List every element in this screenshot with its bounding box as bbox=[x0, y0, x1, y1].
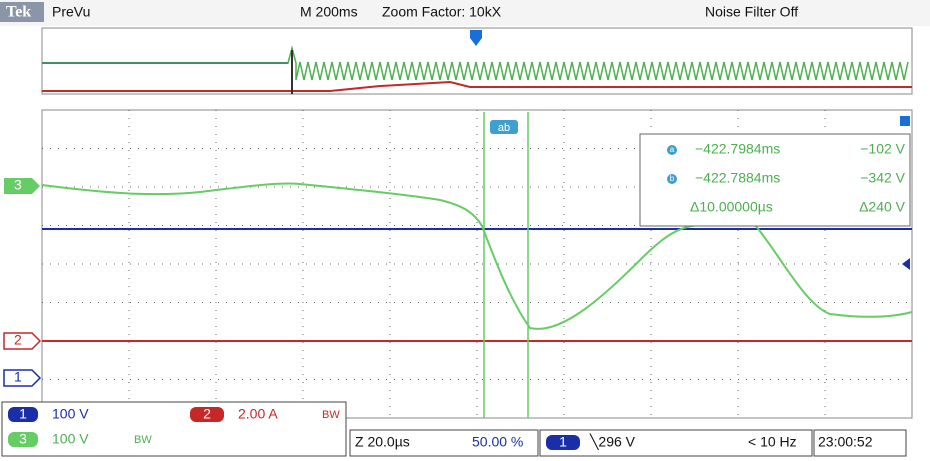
ch2-marker bbox=[4, 333, 40, 349]
ch3-scale: 100 V bbox=[52, 431, 89, 447]
ch2-bw: BW bbox=[322, 409, 340, 421]
brand: Tek bbox=[6, 4, 31, 21]
zoom-factor: Zoom Factor: 10kX bbox=[382, 4, 502, 20]
cursor-b-id: b bbox=[670, 174, 675, 183]
zoom-position: 50.00 % bbox=[472, 434, 523, 450]
cursor-a-volts: −102 V bbox=[860, 141, 905, 157]
cursor-a-id: a bbox=[670, 145, 675, 154]
zoom-scale: Z 20.0µs bbox=[355, 434, 410, 450]
clock: 23:00:52 bbox=[818, 434, 873, 450]
ch1-marker bbox=[4, 370, 40, 386]
ch2-id: 2 bbox=[203, 406, 211, 422]
timebase: M 200ms bbox=[300, 4, 358, 20]
scope-screen: Tek PreVu M 200ms Zoom Factor: 10kX Nois… bbox=[0, 0, 930, 461]
ch2-scale: 2.00 A bbox=[238, 406, 278, 422]
cursor-a-time: −422.7984ms bbox=[695, 141, 780, 157]
cursor-label: ab bbox=[498, 122, 510, 134]
mode: PreVu bbox=[52, 4, 90, 20]
scroll-marker bbox=[900, 116, 910, 126]
ch1-id: 1 bbox=[19, 406, 27, 422]
trigger-frequency: < 10 Hz bbox=[748, 434, 797, 450]
ch3-marker-label: 3 bbox=[14, 177, 22, 193]
cursor-b-time: −422.7884ms bbox=[695, 170, 780, 186]
cursor-b-volts: −342 V bbox=[860, 170, 905, 186]
ch3-id: 3 bbox=[19, 431, 27, 447]
delta-time: Δ10.00000µs bbox=[690, 199, 773, 215]
trigger-level: ╲296 V bbox=[589, 434, 636, 451]
ch1-marker-label: 1 bbox=[14, 369, 22, 385]
trigger-source: 1 bbox=[559, 434, 567, 450]
ch2-marker-label: 2 bbox=[14, 332, 22, 348]
ch3-bw: BW bbox=[134, 434, 152, 446]
noise-filter: Noise Filter Off bbox=[705, 4, 798, 20]
ch1-scale: 100 V bbox=[52, 406, 89, 422]
delta-volts: Δ240 V bbox=[859, 199, 906, 215]
